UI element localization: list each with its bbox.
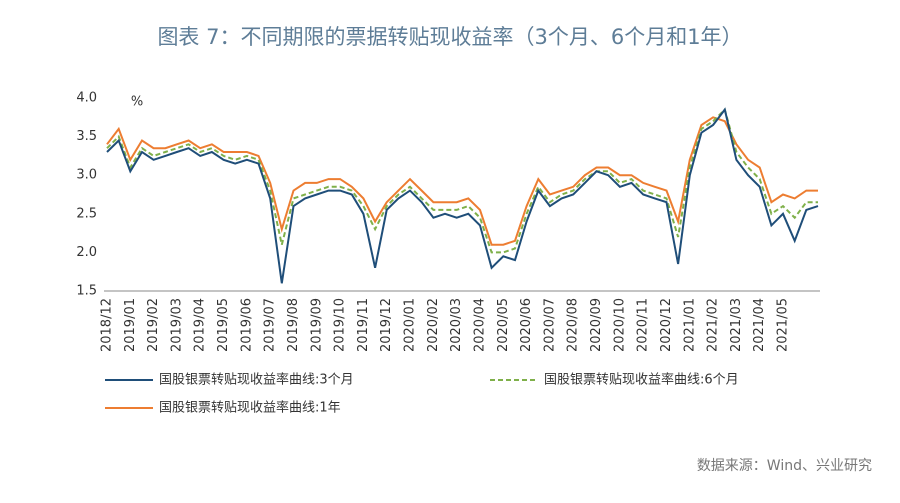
y-unit: % <box>131 95 143 110</box>
x-tick-label: 2020/12 <box>659 298 674 352</box>
x-tick-label: 2020/06 <box>519 298 534 352</box>
y-tick-label: 4.0 <box>76 91 97 106</box>
y-tick-label: 3.0 <box>76 168 97 183</box>
x-tick-label: 2020/01 <box>403 298 418 352</box>
x-tick-label: 2019/04 <box>193 298 208 352</box>
x-tick-label: 2019/07 <box>263 298 278 352</box>
y-tick-label: 2.0 <box>76 245 97 260</box>
x-tick-label: 2020/09 <box>589 298 604 352</box>
x-tick-label: 2020/10 <box>612 298 627 352</box>
series-line <box>106 116 818 246</box>
x-tick-label: 2021/02 <box>706 298 721 352</box>
x-tick-label: 2021/03 <box>729 298 744 352</box>
x-tick-label: 2021/01 <box>682 298 697 352</box>
source: 数据来源：Wind、兴业研究 <box>697 458 872 474</box>
x-tick-label: 2019/08 <box>286 298 301 352</box>
legend-label: 国股银票转贴现收益率曲线:6个月 <box>544 372 739 388</box>
x-tick-label: 2019/02 <box>146 298 161 352</box>
series-line <box>106 107 818 254</box>
x-tick-label: 2019/11 <box>356 298 371 352</box>
x-tick-label: 2020/11 <box>636 298 651 352</box>
series-line <box>106 107 819 284</box>
x-tick-label: 2019/10 <box>333 298 348 352</box>
x-tick-label: 2020/08 <box>566 298 581 352</box>
x-tick-label: 2020/05 <box>496 298 511 352</box>
x-tick-label: 2021/04 <box>752 298 767 352</box>
x-tick-label: 2019/01 <box>123 298 138 352</box>
legend-label: 国股银票转贴现收益率曲线:1年 <box>159 400 341 416</box>
y-tick-label: 1.5 <box>76 284 97 299</box>
y-tick-label: 2.5 <box>76 206 97 221</box>
x-tick-label: 2019/12 <box>379 298 394 352</box>
x-tick-label: 2019/09 <box>309 298 324 352</box>
x-tick-label: 2019/05 <box>216 298 231 352</box>
x-tick-label: 2021/05 <box>776 298 791 352</box>
x-tick-label: 2019/03 <box>169 298 184 352</box>
x-tick-label: 2019/06 <box>239 298 254 352</box>
y-tick-label: 3.5 <box>76 129 97 144</box>
x-tick-label: 2020/02 <box>426 298 441 352</box>
x-tick-label: 2020/04 <box>472 298 487 352</box>
legend-label: 国股银票转贴现收益率曲线:3个月 <box>159 372 354 388</box>
x-tick-label: 2020/03 <box>449 298 464 352</box>
chart-title: 图表 7：不同期限的票据转贴现收益率（3个月、6个月和1年） <box>157 25 742 49</box>
x-tick-label: 2020/07 <box>542 298 557 352</box>
x-tick-label: 2018/12 <box>100 298 115 352</box>
